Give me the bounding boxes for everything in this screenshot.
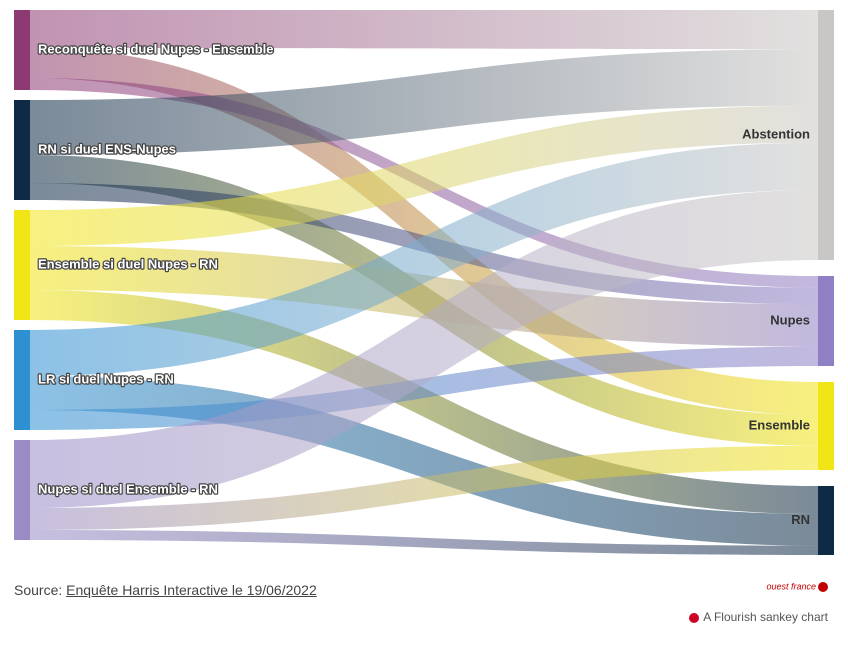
target-label-abstention: Abstention xyxy=(742,126,810,141)
target-label-rn: RN xyxy=(791,512,810,527)
source-node-nupes_s[interactable] xyxy=(14,440,30,540)
chart-footer: Source: Enquête Harris Interactive le 19… xyxy=(14,582,834,642)
logo-dot-icon xyxy=(818,582,828,592)
source-node-rn_ens[interactable] xyxy=(14,100,30,200)
source-node-lr[interactable] xyxy=(14,330,30,430)
source-line: Source: Enquête Harris Interactive le 19… xyxy=(14,582,834,598)
target-label-nupes: Nupes xyxy=(770,312,810,327)
target-label-ensemble: Ensemble xyxy=(749,417,810,432)
flourish-text: A Flourish sankey chart xyxy=(703,610,828,624)
flourish-credit[interactable]: A Flourish sankey chart xyxy=(689,610,828,624)
target-node-abstention[interactable] xyxy=(818,10,834,260)
source-node-ensemble_s[interactable] xyxy=(14,210,30,320)
source-label-lr: LR si duel Nupes - RN xyxy=(38,371,174,386)
flourish-icon xyxy=(689,613,699,623)
source-label-rn_ens: RN si duel ENS-Nupes xyxy=(38,141,176,156)
logo-text: ouest france xyxy=(766,581,816,591)
sankey-chart: Reconquête si duel Nupes - Ensemble RN si… xyxy=(14,10,834,570)
source-label-nupes_s: Nupes si duel Ensemble - RN xyxy=(38,481,218,496)
target-node-rn[interactable] xyxy=(818,486,834,555)
source-link[interactable]: Enquête Harris Interactive le 19/06/2022 xyxy=(66,582,317,598)
target-node-ensemble[interactable] xyxy=(818,382,834,470)
source-label-ensemble_s: Ensemble si duel Nupes - RN xyxy=(38,256,218,271)
source-prefix: Source: xyxy=(14,582,66,598)
source-label-reconquete: Reconquête si duel Nupes - Ensemble xyxy=(38,41,274,56)
publisher-logo: ouest france xyxy=(766,582,828,592)
source-node-reconquete[interactable] xyxy=(14,10,30,90)
target-node-nupes[interactable] xyxy=(818,276,834,366)
